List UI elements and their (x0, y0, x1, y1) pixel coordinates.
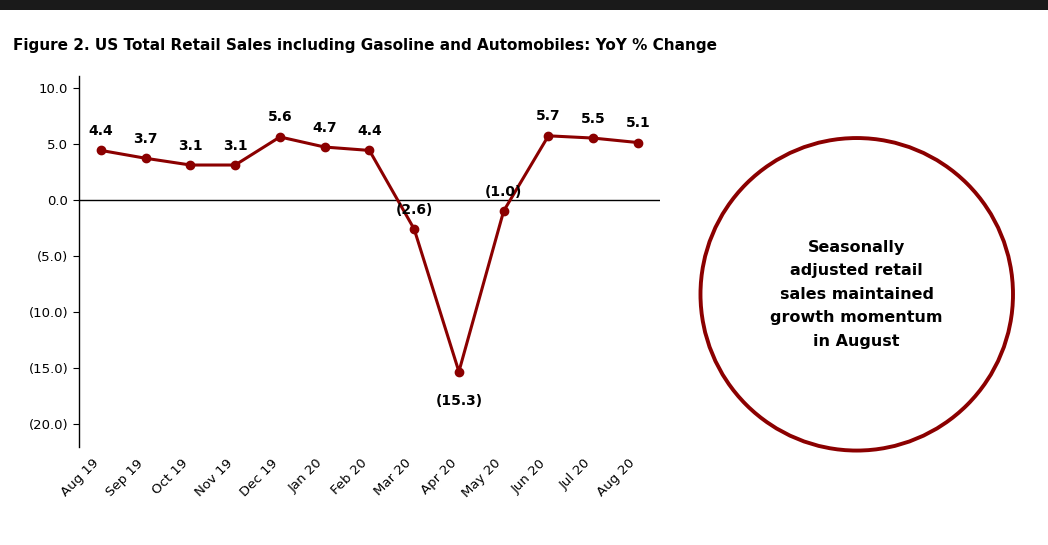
Text: 3.1: 3.1 (178, 138, 202, 153)
Text: Seasonally
adjusted retail
sales maintained
growth momentum
in August: Seasonally adjusted retail sales maintai… (770, 240, 943, 349)
Text: (15.3): (15.3) (435, 394, 482, 408)
Text: 5.6: 5.6 (267, 111, 292, 124)
Text: 5.5: 5.5 (581, 112, 606, 125)
Text: (2.6): (2.6) (395, 203, 433, 216)
Text: 5.7: 5.7 (537, 110, 561, 123)
Text: 3.7: 3.7 (133, 132, 158, 146)
Text: Figure 2. US Total Retail Sales including Gasoline and Automobiles: YoY % Change: Figure 2. US Total Retail Sales includin… (13, 38, 717, 53)
Text: 3.1: 3.1 (223, 138, 247, 153)
Text: (1.0): (1.0) (485, 185, 522, 198)
Text: 5.1: 5.1 (626, 116, 650, 130)
Text: 4.4: 4.4 (357, 124, 381, 138)
Text: 4.7: 4.7 (312, 120, 337, 135)
Text: 4.4: 4.4 (89, 124, 113, 138)
